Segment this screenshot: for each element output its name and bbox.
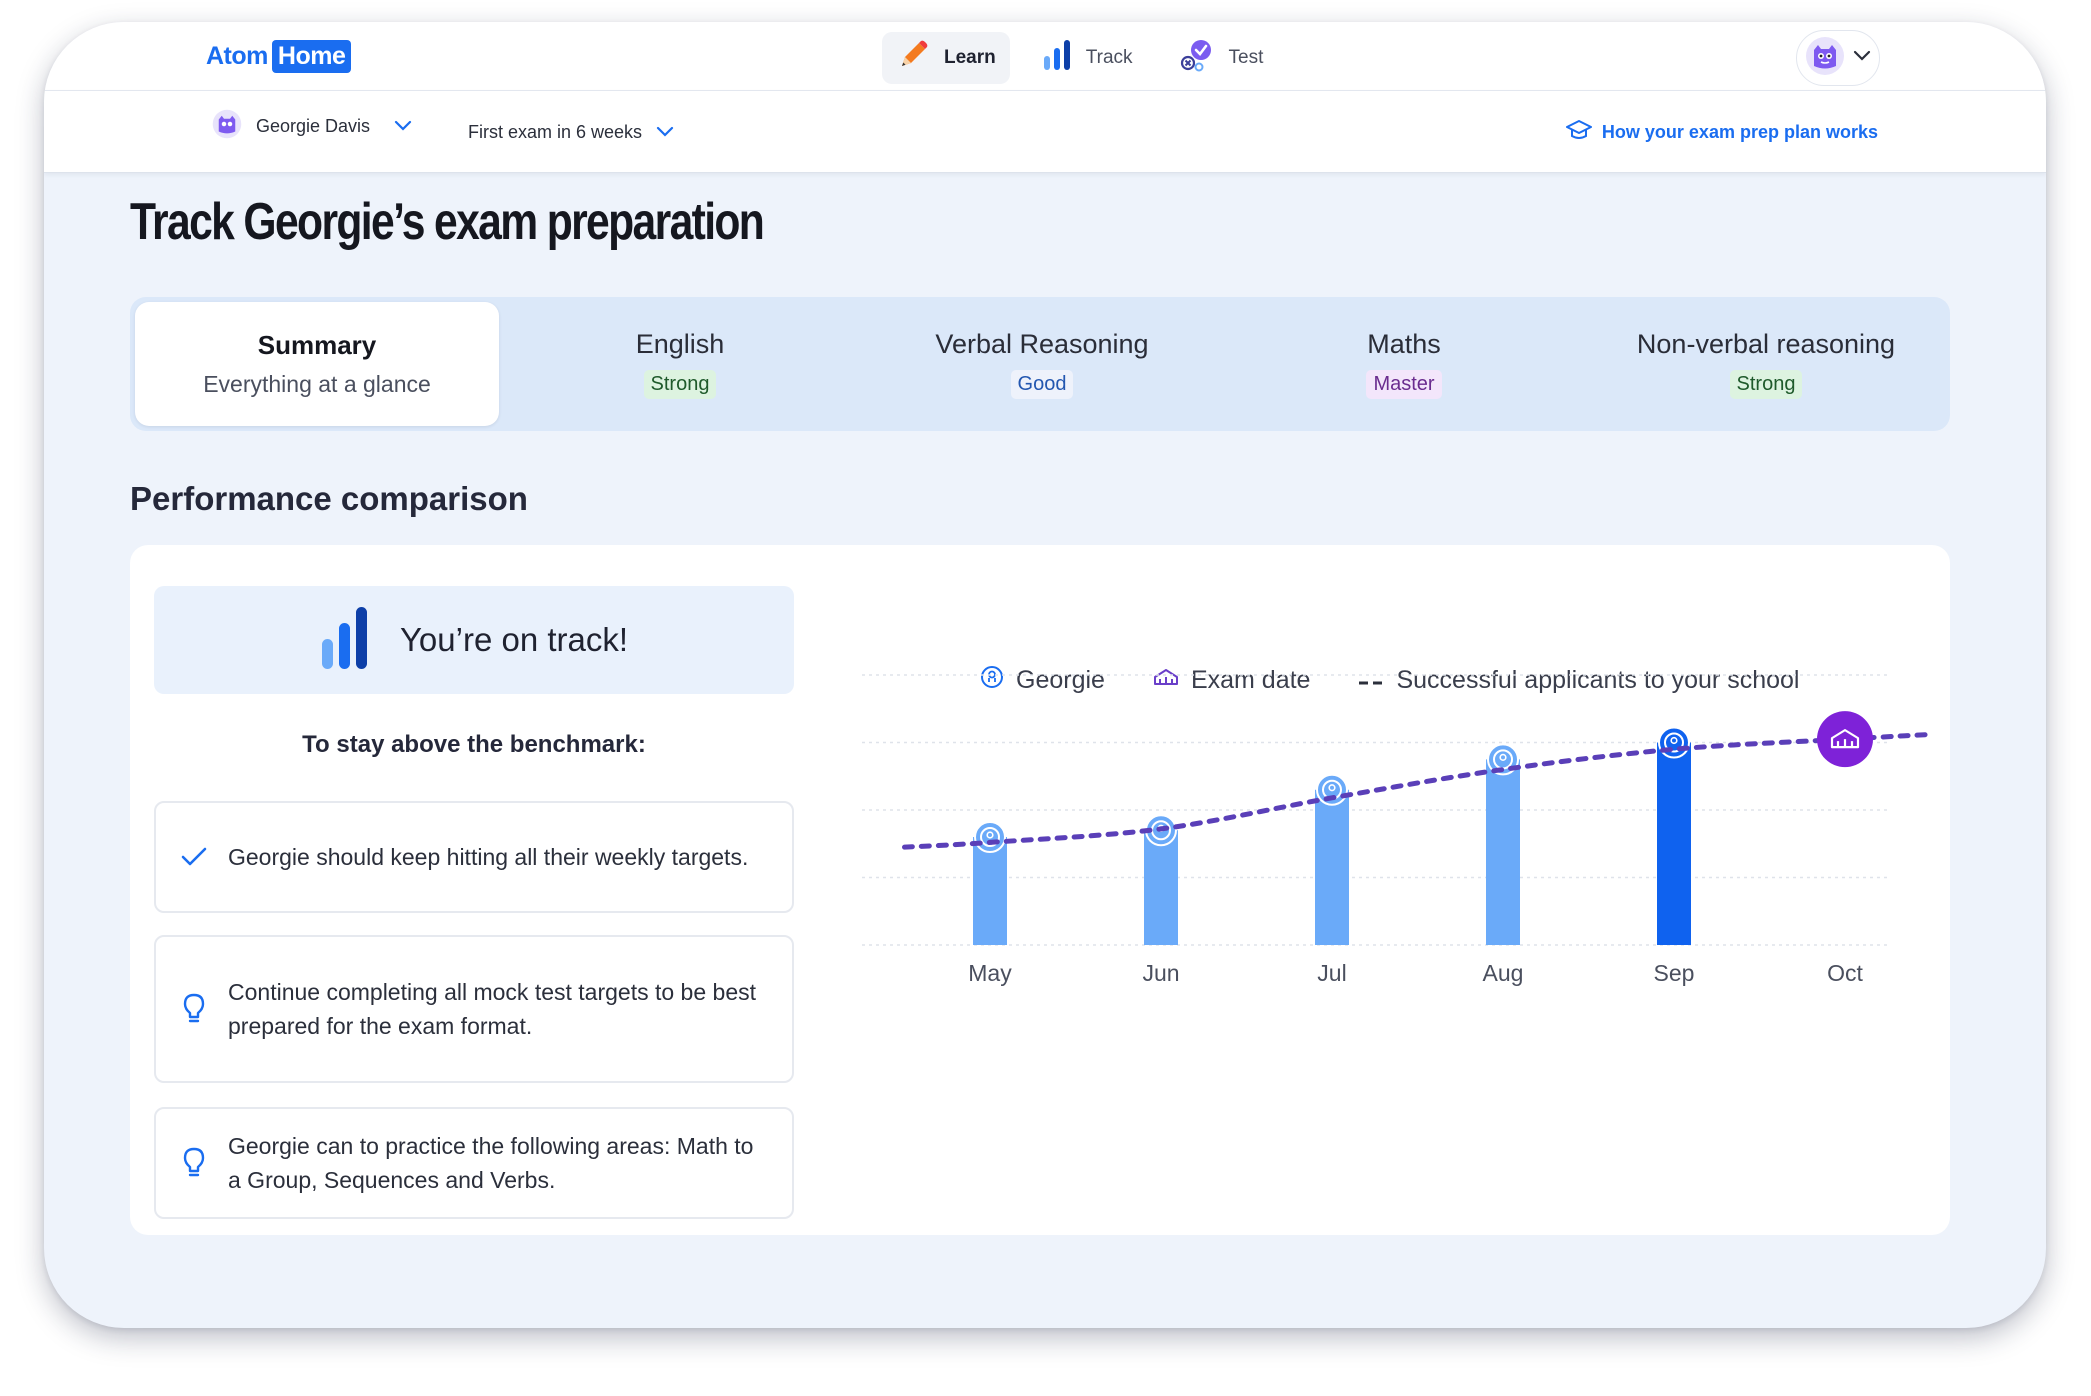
on-track-status: You’re on track! — [399, 621, 629, 658]
x-tick-label: Aug — [1483, 960, 1524, 986]
x-tick-label: Oct — [1827, 960, 1863, 986]
tip-text: Georgie should keep hitting all their we… — [228, 844, 749, 870]
on-track-banner: You’re on track! — [154, 586, 794, 694]
tab-summary[interactable]: Summary Everything at a glance — [135, 302, 499, 426]
help-link-label: How your exam prep plan works — [1601, 122, 1878, 142]
status-badge: Strong — [1729, 370, 1803, 399]
top-navigation-bar: Atom Home Learn — [44, 22, 2046, 90]
avatar — [1805, 36, 1845, 81]
tab-english[interactable]: English Strong — [499, 297, 861, 431]
tab-maths[interactable]: Maths Master — [1223, 297, 1585, 431]
tip-text: Georgie can to practice the following ar… — [228, 1133, 754, 1193]
performance-card: You’re on track! To stay above the bench… — [130, 545, 1950, 1235]
school-icon — [1153, 666, 1179, 695]
chart-bar — [973, 837, 1007, 945]
tab-summary-label: Summary — [257, 330, 377, 360]
context-bar: Georgie Davis First exam in 6 weeks How … — [44, 90, 2046, 173]
app-window: Atom Home Learn — [44, 22, 2046, 1328]
chart-bar — [1657, 742, 1691, 945]
tip-card: Continue completing all mock test target… — [154, 935, 794, 1083]
chart-bar — [1486, 759, 1520, 945]
x-tick-label: May — [968, 960, 1012, 986]
student-marker-ring — [980, 827, 1000, 847]
main-nav: Learn Track — [882, 32, 1277, 84]
legend-item-benchmark: Successful applicants to your school — [1358, 666, 1799, 695]
status-badge: Good — [1010, 370, 1074, 399]
benchmark-heading: To stay above the benchmark: — [302, 731, 646, 758]
legend-label: Successful applicants to your school — [1396, 666, 1800, 694]
nav-learn[interactable]: Learn — [882, 32, 1010, 84]
student-marker-head — [1328, 784, 1336, 792]
nav-learn-label: Learn — [944, 47, 996, 68]
dashed-line-icon — [1358, 666, 1384, 695]
nav-test-label: Test — [1228, 47, 1264, 68]
tab-maths-label: Maths — [1367, 329, 1441, 359]
legend-label: Georgie — [1016, 666, 1105, 694]
chart-bar — [1315, 789, 1349, 945]
tab-summary-sub: Everything at a glance — [203, 371, 431, 397]
chevron-down-icon — [394, 116, 412, 137]
tip-card: Georgie should keep hitting all their we… — [154, 801, 794, 913]
status-badge: Strong — [643, 370, 717, 399]
nav-track[interactable]: Track — [1028, 32, 1147, 84]
tip-card: Georgie can to practice the following ar… — [154, 1107, 794, 1219]
status-badge: Master — [1366, 370, 1442, 399]
chart-bar — [1144, 830, 1178, 945]
bar-chart-icon — [1042, 38, 1072, 78]
profile-menu-button[interactable] — [1796, 30, 1880, 86]
legend-item-georgie: Georgie — [980, 665, 1105, 696]
chart-legend: Georgie Exam date Successful applicants … — [980, 665, 1799, 696]
student-avatar-icon — [212, 109, 242, 144]
x-tick-label: Jun — [1142, 960, 1179, 986]
pencil-icon — [896, 38, 930, 78]
chevron-down-icon — [1853, 49, 1871, 67]
section-title: Performance comparison — [130, 480, 528, 517]
student-marker-head — [986, 831, 994, 839]
tab-verbal-reasoning[interactable]: Verbal Reasoning Good — [861, 297, 1223, 431]
graduation-cap-icon — [1565, 119, 1592, 146]
tab-verbal-reasoning-label: Verbal Reasoning — [935, 329, 1149, 359]
tab-non-verbal-reasoning[interactable]: Non-verbal reasoning Strong — [1585, 297, 1947, 431]
exam-plan-help-link[interactable]: How your exam prep plan works — [1565, 119, 1878, 146]
tab-non-verbal-reasoning-label: Non-verbal reasoning — [1636, 329, 1896, 359]
subject-tabs: Summary Everything at a glance English S… — [130, 297, 1950, 431]
exam-label: First exam in 6 weeks — [468, 121, 643, 142]
page-title: Track Georgie’s exam preparation — [130, 193, 765, 251]
x-tick-label: Jul — [1317, 960, 1346, 986]
student-selector[interactable]: Georgie Davis — [212, 109, 412, 144]
lightbulb-icon — [180, 1147, 208, 1179]
legend-label: Exam date — [1190, 666, 1311, 694]
student-marker-head — [1670, 736, 1678, 745]
school-icon — [1830, 729, 1860, 749]
logo-home-text: Home — [271, 40, 352, 73]
nav-track-label: Track — [1085, 47, 1133, 68]
x-tick-label: Sep — [1654, 960, 1695, 986]
tip-text: Continue completing all mock test target… — [228, 979, 757, 1039]
student-name: Georgie Davis — [256, 116, 371, 136]
chevron-down-icon — [656, 122, 674, 143]
performance-chart: May Jun Jul Aug Sep Oct — [862, 674, 1933, 986]
tab-english-label: English — [635, 329, 725, 359]
test-check-icon — [1179, 37, 1215, 79]
logo-atom-text: Atom — [206, 42, 268, 70]
legend-item-exam-date: Exam date — [1153, 666, 1311, 695]
lightbulb-icon — [180, 993, 208, 1025]
logo[interactable]: Atom Home — [206, 40, 352, 73]
student-marker-ring — [1664, 732, 1684, 753]
check-icon — [180, 846, 208, 868]
bar-chart-icon — [320, 605, 370, 676]
benchmark-line — [902, 731, 1933, 850]
student-marker-head — [1499, 753, 1507, 761]
exam-selector[interactable]: First exam in 6 weeks — [468, 109, 674, 155]
nav-test[interactable]: Test — [1165, 32, 1278, 84]
